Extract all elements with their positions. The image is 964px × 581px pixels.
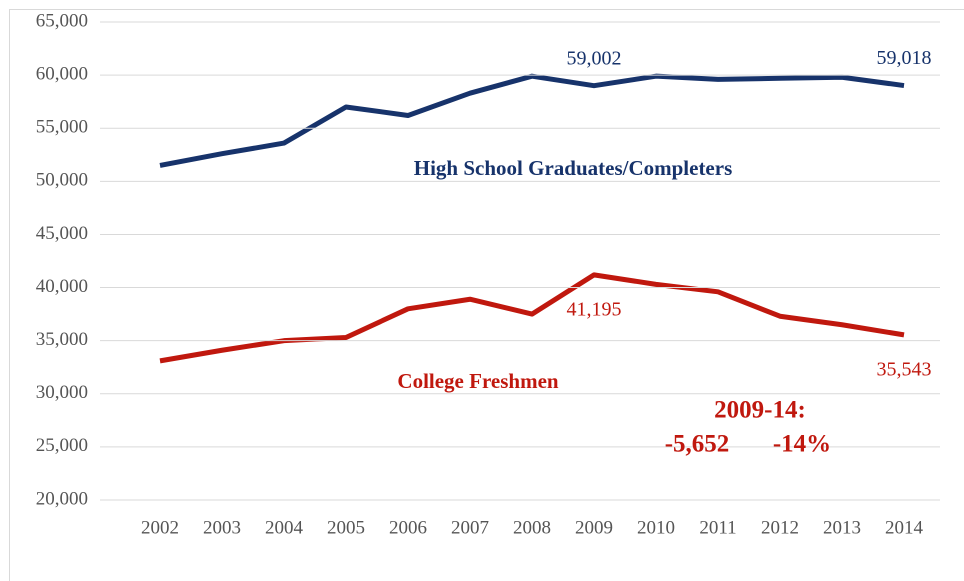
x-tick-label: 2009 xyxy=(575,517,613,538)
y-tick-label: 50,000 xyxy=(36,170,88,191)
y-tick-label: 25,000 xyxy=(36,435,88,456)
x-tick-label: 2010 xyxy=(637,517,675,538)
annotation: -14% xyxy=(773,431,831,458)
annotation: -5,652 xyxy=(665,431,730,458)
x-tick-label: 2014 xyxy=(885,517,924,538)
x-tick-label: 2012 xyxy=(761,517,799,538)
series-line xyxy=(159,73,905,168)
y-tick-label: 35,000 xyxy=(36,329,88,350)
x-tick-label: 2004 xyxy=(265,517,304,538)
x-tick-label: 2008 xyxy=(513,517,551,538)
y-tick-label: 40,000 xyxy=(36,276,88,297)
x-tick-label: 2007 xyxy=(451,517,489,538)
x-tick-label: 2006 xyxy=(389,517,427,538)
y-tick-label: 55,000 xyxy=(36,117,88,138)
y-tick-label: 30,000 xyxy=(36,382,88,403)
data-label: 59,002 xyxy=(567,47,622,69)
x-tick-label: 2003 xyxy=(203,517,241,538)
annotation: 2009-14: xyxy=(714,397,806,424)
y-tick-label: 65,000 xyxy=(36,10,88,31)
x-tick-label: 2011 xyxy=(699,517,736,538)
chart-frame xyxy=(9,9,964,581)
y-tick-label: 60,000 xyxy=(36,63,88,84)
series-label: College Freshmen xyxy=(397,369,558,393)
data-label: 35,543 xyxy=(877,358,932,380)
x-tick-label: 2005 xyxy=(327,517,365,538)
y-tick-label: 20,000 xyxy=(36,488,88,509)
data-label: 41,195 xyxy=(567,298,622,320)
x-tick-label: 2013 xyxy=(823,517,861,538)
series-label: High School Graduates/Completers xyxy=(414,156,733,180)
x-tick-label: 2002 xyxy=(141,517,179,538)
y-tick-label: 45,000 xyxy=(36,223,88,244)
data-label: 59,018 xyxy=(877,47,932,69)
